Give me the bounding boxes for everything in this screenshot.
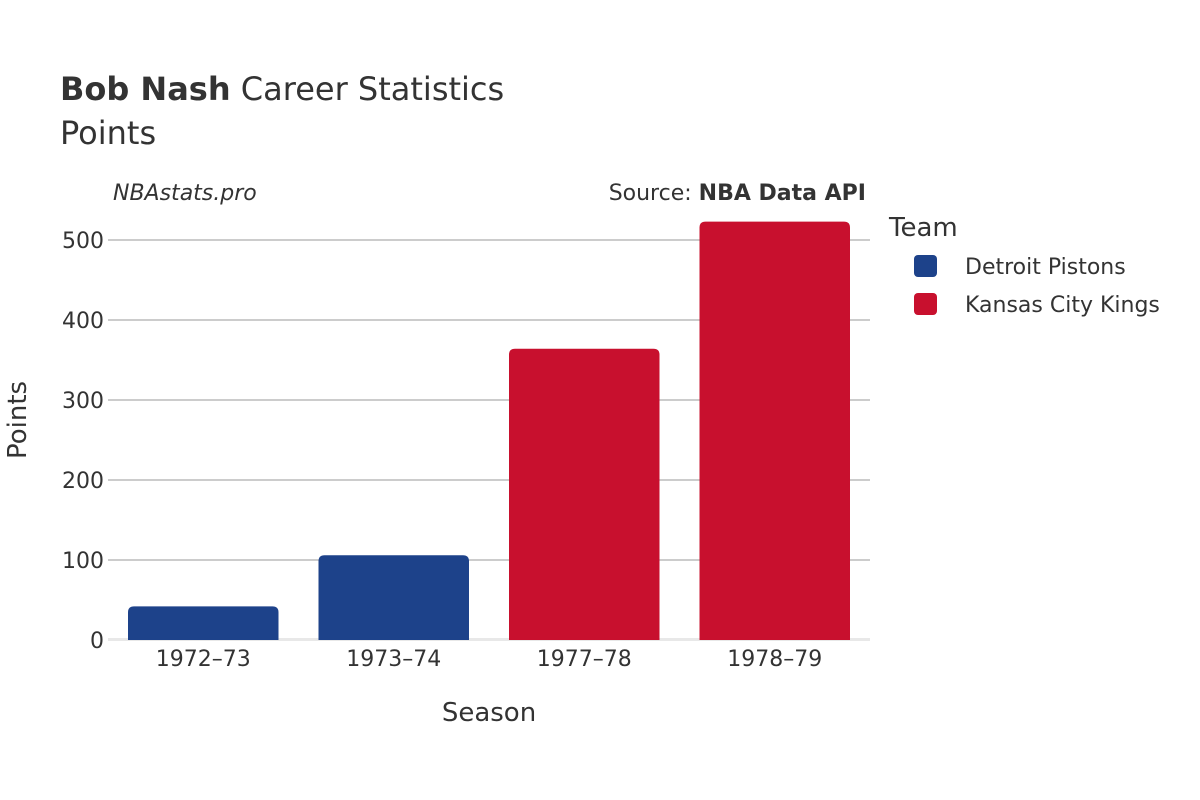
- y-tick-label: 300: [62, 389, 104, 414]
- bar: [699, 221, 850, 640]
- legend-swatch: [914, 255, 937, 277]
- y-tick-label: 200: [62, 469, 104, 494]
- chart-title: Bob Nash Career Statistics: [60, 70, 504, 108]
- y-tick-label: 400: [62, 309, 104, 334]
- bar: [318, 555, 469, 640]
- y-axis-label: Points: [3, 381, 33, 459]
- legend: Team Detroit Pistons Kansas City Kings: [888, 213, 1160, 318]
- x-tick-label: 1972–73: [156, 647, 251, 672]
- legend-title: Team: [888, 213, 958, 243]
- credit-site: NBAstats.pro: [113, 181, 257, 206]
- x-axis-baseline: [108, 638, 870, 641]
- chart-subtitle: Points: [60, 114, 156, 152]
- y-tick-label: 500: [62, 229, 104, 254]
- x-axis-ticks: 1972–73 1973–74 1977–78 1978–79: [156, 647, 822, 672]
- legend-item-label: Detroit Pistons: [965, 255, 1126, 280]
- credit-source: Source: NBA Data API: [609, 181, 866, 206]
- x-tick-label: 1977–78: [537, 647, 632, 672]
- y-tick-label: 100: [62, 549, 104, 574]
- chart-title-rest: Career Statistics: [231, 70, 505, 108]
- x-axis-label: Season: [442, 698, 536, 728]
- credit-source-name: NBA Data API: [699, 181, 866, 206]
- x-tick-label: 1973–74: [346, 647, 441, 672]
- x-tick-label: 1978–79: [727, 647, 822, 672]
- chart-title-player: Bob Nash: [60, 70, 231, 108]
- y-tick-label: 0: [90, 629, 104, 654]
- legend-item-label: Kansas City Kings: [965, 293, 1160, 318]
- bars: [128, 221, 850, 640]
- y-axis-ticks: 0 100 200 300 400 500: [62, 229, 104, 654]
- bar: [509, 348, 660, 640]
- bar: [128, 606, 279, 640]
- legend-swatch: [914, 293, 937, 315]
- credit-source-prefix: Source:: [609, 181, 699, 206]
